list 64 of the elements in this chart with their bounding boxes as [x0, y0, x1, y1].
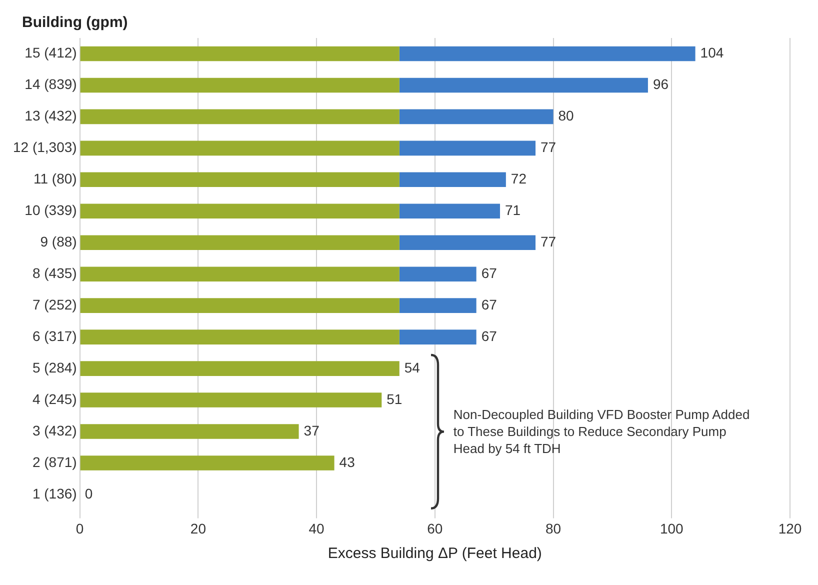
bar — [399, 330, 476, 344]
y-tick-label: 10 (339) — [24, 202, 77, 218]
bar — [80, 392, 382, 408]
y-tick-label: 15 (412) — [24, 44, 77, 61]
y-tick-label: 1 (136) — [32, 485, 77, 502]
bar — [399, 46, 696, 62]
total-label: 71 — [505, 202, 521, 218]
y-tick-label: 5 (284) — [32, 359, 77, 376]
bar — [399, 140, 536, 156]
x-tick-label: 120 — [778, 520, 802, 536]
total-label: 67 — [481, 328, 498, 344]
total-label: 77 — [540, 139, 556, 156]
bar — [80, 140, 400, 156]
total-label: 0 — [84, 485, 93, 502]
y-tick-label: 12 (1,303) — [12, 139, 77, 156]
bar — [80, 266, 400, 282]
x-axis-title: Excess Building ΔP (Feet Head) — [328, 545, 542, 562]
total-label: 51 — [386, 390, 402, 407]
bar — [399, 266, 476, 282]
bar — [399, 172, 506, 188]
bar — [80, 361, 400, 376]
bar — [399, 204, 500, 219]
bar — [399, 78, 648, 93]
y-tick-label: 2 (871) — [32, 454, 77, 470]
total-label: 54 — [404, 359, 420, 376]
bar — [80, 235, 400, 250]
total-label: 80 — [558, 108, 574, 124]
total-label: 104 — [700, 44, 724, 61]
bar — [80, 46, 400, 62]
annotation: Non-Decoupled Building VFD Booster Pump Added to These Buildings to Reduce Secondary Pump Head by 54 ft TDH — [453, 406, 751, 456]
x-tick-label: 0 — [76, 520, 84, 536]
bar — [80, 424, 299, 439]
x-tick-label: 20 — [190, 520, 206, 536]
bar — [80, 109, 400, 124]
x-tick-label: 100 — [660, 520, 684, 536]
total-label: 96 — [652, 76, 669, 92]
bar — [399, 235, 536, 250]
x-tick-label: 40 — [308, 520, 325, 536]
total-label: 37 — [304, 422, 320, 438]
bar — [80, 298, 400, 313]
bar — [399, 109, 554, 124]
total-label: 67 — [481, 264, 498, 281]
total-label: 43 — [339, 454, 356, 470]
y-tick-label: 4 (245) — [32, 390, 77, 407]
bar — [80, 456, 334, 470]
x-tick-label: 60 — [427, 520, 443, 536]
bar — [80, 330, 400, 344]
y-tick-label: 6 (317) — [32, 328, 77, 344]
bar — [80, 172, 400, 188]
y-axis-title: Building (gpm) — [22, 14, 128, 31]
y-tick-label: 9 (88) — [40, 233, 77, 250]
bar — [399, 298, 476, 313]
y-tick-label: 3 (432) — [32, 422, 77, 438]
total-label: 72 — [510, 170, 527, 187]
y-tick-label: 13 (432) — [24, 108, 77, 124]
total-label: 77 — [540, 233, 556, 250]
y-tick-label: 11 (80) — [33, 170, 77, 187]
y-tick-label: 7 (252) — [32, 296, 77, 312]
y-tick-label: 14 (839) — [24, 76, 77, 92]
bar — [80, 204, 400, 219]
x-tick-label: 80 — [545, 520, 562, 536]
bar — [80, 78, 400, 93]
total-label: 67 — [481, 296, 498, 312]
y-tick-label: 8 (435) — [32, 264, 77, 281]
